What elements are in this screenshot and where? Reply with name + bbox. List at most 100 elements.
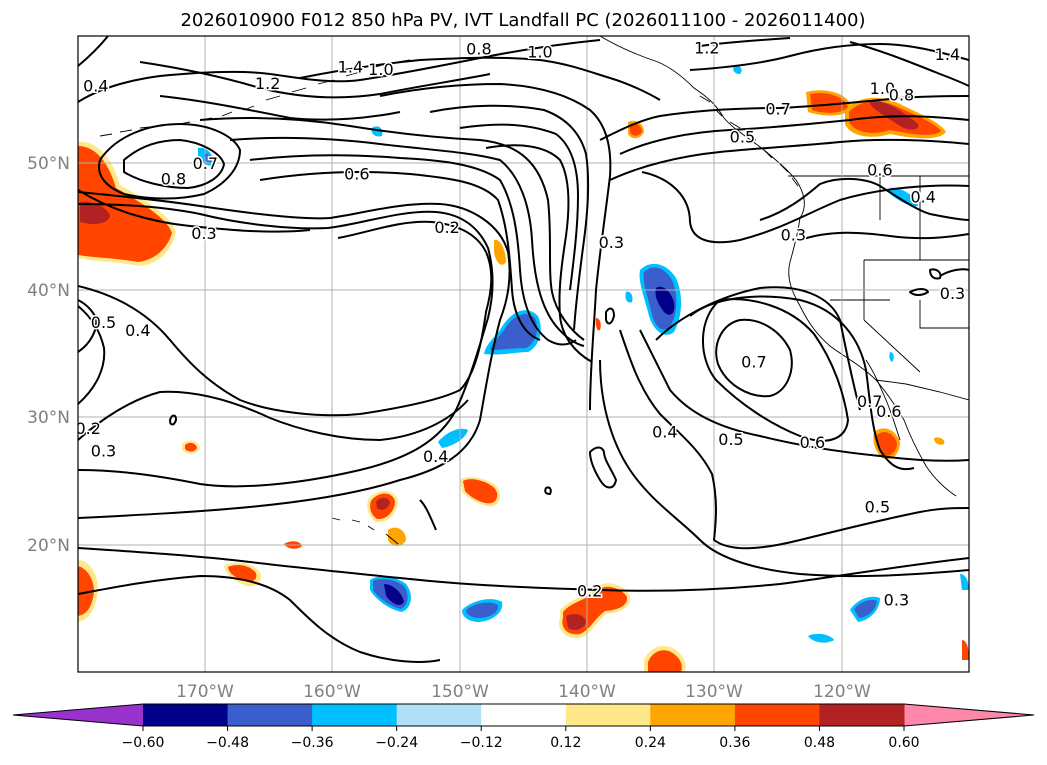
contour-label: 0.4: [910, 187, 935, 206]
map-frame: [77, 35, 970, 673]
contour-label: 0.5: [865, 498, 890, 517]
pv-positive-area: [648, 650, 682, 672]
contour-label: 1.2: [694, 38, 719, 57]
contour-line: [909, 288, 929, 296]
pv-anomaly-fill: [78, 65, 969, 672]
pv-negative-area: [625, 291, 633, 303]
pv-positive-area: [630, 123, 642, 136]
contour-label: 0.6: [800, 433, 825, 452]
contour-label: 0.6: [867, 161, 892, 180]
contour-label: 0.7: [741, 353, 766, 372]
hawaiian-islands: [331, 517, 399, 545]
pv-positive-area: [80, 201, 110, 224]
contour-line: [98, 123, 241, 200]
contour-line: [459, 123, 579, 291]
contour-label: 0.5: [718, 430, 743, 449]
contour-label: 1.4: [338, 58, 363, 77]
pv-positive-area: [228, 565, 257, 582]
pv-positive-area: [388, 527, 406, 546]
pv-negative-area: [854, 599, 877, 618]
contour-line: [229, 136, 585, 347]
contour-line: [619, 329, 969, 550]
colorbar-segment: [819, 704, 905, 726]
contour-line: [544, 486, 552, 495]
contour-label: 0.2: [434, 218, 459, 237]
contour-line: [609, 138, 969, 181]
contour-line: [78, 189, 311, 233]
contour-line: [78, 390, 469, 441]
contour-label: 0.3: [91, 442, 116, 461]
contour-line: [78, 547, 969, 592]
colorbar-segment: [565, 704, 651, 726]
pv-negative-area: [960, 574, 969, 590]
contour-line: [299, 56, 661, 101]
contour-label: 0.2: [75, 419, 100, 438]
colorbar-tick-label: 0.48: [804, 735, 835, 751]
contour-line: [759, 178, 969, 221]
contour-line: [939, 268, 969, 277]
british-columbia-coastline: [699, 95, 799, 187]
contour-label: 1.0: [368, 60, 393, 79]
pv-negative-area: [890, 187, 918, 207]
lon-label-150w: 150°W: [431, 682, 489, 702]
contour-labels: 0.8 1.0 1.2 1.40.4 1.21.4 1.00.70.8 0.60.3 0.21…: [75, 37, 967, 611]
contour-line: [605, 307, 615, 325]
pv-positive-area: [566, 614, 586, 630]
pv-positive-area: [376, 497, 390, 510]
contour-line: [699, 37, 791, 47]
contour-line: [159, 95, 401, 121]
contour-label: 0.3: [884, 591, 909, 610]
us-west-coastline: [788, 217, 957, 497]
colorbar-tick-label: 0.36: [719, 735, 750, 751]
colorbar-tick-label: −0.12: [460, 735, 503, 751]
pv-negative-area: [490, 313, 538, 350]
contour-line: [169, 414, 177, 426]
colorbar-segment: [481, 704, 567, 726]
lon-label-140w: 140°W: [558, 682, 616, 702]
colorbar-segment: [227, 704, 313, 726]
contour-line: [78, 203, 494, 488]
pv-positive-area: [870, 100, 919, 130]
contour-label: 0.3: [781, 225, 806, 244]
contour-line: [139, 61, 491, 99]
pv-positive-area: [463, 479, 498, 504]
pv-positive-area: [934, 437, 945, 445]
pv-positive-area: [962, 640, 969, 660]
contour-line: [715, 318, 793, 398]
contour-line: [78, 575, 441, 663]
lat-label-40n: 40°N: [27, 281, 70, 301]
contour-line: [78, 299, 98, 353]
contour-label: 0.5: [91, 313, 116, 332]
pv-positive-area: [494, 239, 506, 265]
longitude-labels: 170°W 160°W 150°W 140°W 130°W 120°W: [176, 682, 871, 702]
colorbar-tick-label: 0.12: [550, 735, 581, 751]
colorbar-tick-label: −0.48: [206, 735, 249, 751]
pv-negative-area: [204, 153, 212, 163]
contour-label: 0.6: [344, 164, 369, 183]
contour-line: [78, 220, 493, 417]
lon-label-130w: 130°W: [685, 682, 743, 702]
colorbar-segment: [396, 704, 482, 726]
pv-positive-area: [876, 431, 897, 456]
contour-label: 0.7: [765, 100, 790, 119]
contour-line: [641, 171, 969, 244]
contour-line: [599, 359, 969, 578]
pv-positive-area: [78, 566, 94, 616]
lon-label-160w: 160°W: [303, 682, 361, 702]
baja-california-coastline: [865, 359, 901, 441]
contour-line: [123, 139, 225, 189]
contour-line: [379, 83, 612, 411]
colorbar: −0.60 −0.48 −0.36 −0.24 −0.12 0.12 0.24 0.36 0.4…: [12, 703, 1035, 751]
contour-line: [249, 154, 577, 346]
colorbar-segment: [312, 704, 398, 726]
contour-line: [589, 446, 617, 489]
contour-label: 0.3: [191, 224, 216, 243]
alaska-coastline: [599, 36, 805, 219]
pv-negative-area: [733, 65, 742, 74]
contour-line: [702, 298, 849, 442]
map-panel: 0.8 1.0 1.2 1.40.4 1.21.4 1.00.70.8 0.60.3 0.21…: [75, 36, 969, 672]
lon-label-120w: 120°W: [813, 682, 871, 702]
contour-label: 0.4: [83, 77, 108, 96]
pv-negative-area: [889, 352, 894, 362]
